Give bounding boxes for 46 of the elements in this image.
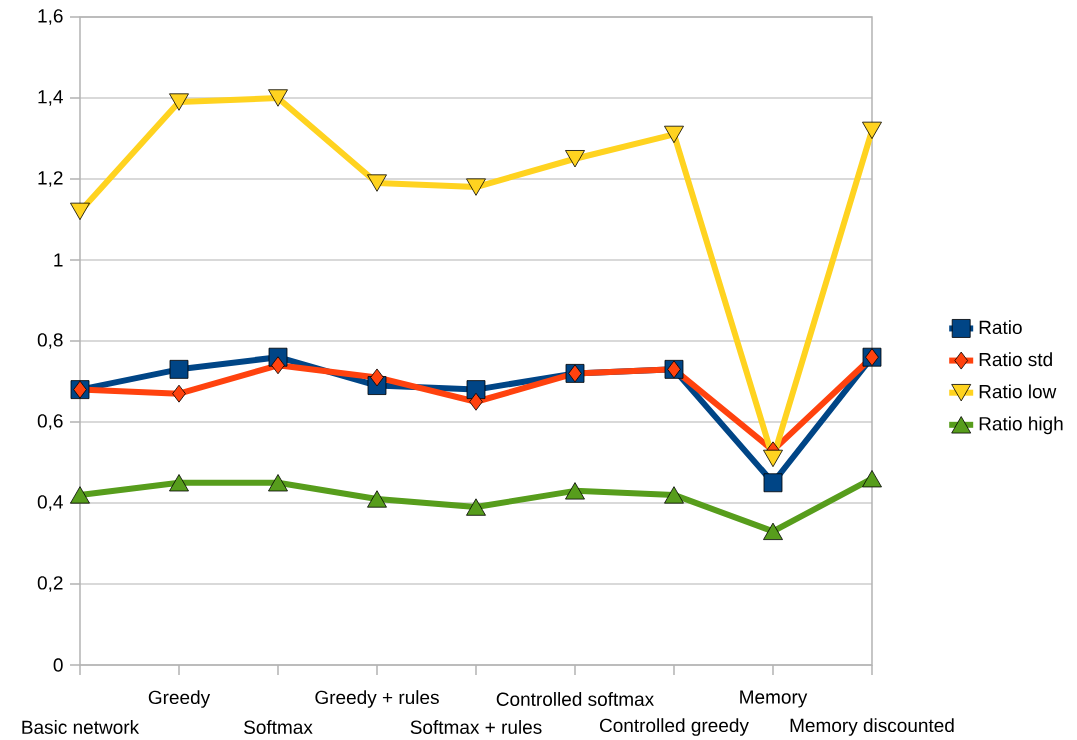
x-tick-label: Memory	[740, 690, 808, 708]
point	[862, 470, 882, 488]
y-tick-label: 1,2	[38, 171, 63, 187]
point	[664, 125, 684, 144]
point	[367, 174, 387, 192]
point	[466, 498, 486, 516]
x-tick-label: Softmax	[244, 720, 313, 734]
point	[469, 392, 483, 411]
x-tick-label: Softmax + rules	[410, 720, 542, 734]
point	[268, 474, 288, 492]
point	[862, 121, 882, 140]
x-tick-label: Basic network	[22, 720, 140, 734]
point	[367, 490, 387, 508]
point	[466, 178, 486, 196]
x-tick-label: Greedy + rules	[315, 690, 439, 708]
y-tick-label: 0,8	[37, 333, 63, 349]
point	[763, 449, 783, 468]
legend-label: Ratio low	[979, 384, 1057, 399]
point	[172, 384, 186, 403]
point	[763, 473, 783, 493]
x-tick-label: Controlled softmax	[496, 692, 654, 706]
x-tick-label: Memory discounted	[790, 718, 954, 736]
point	[268, 89, 288, 107]
y-tick-label: 1,6	[38, 9, 63, 25]
legend-label: Ratio	[979, 320, 1022, 335]
y-tick-label: 0,6	[37, 414, 63, 430]
point	[271, 356, 285, 375]
point	[565, 482, 585, 500]
point	[169, 359, 189, 379]
point	[370, 368, 384, 387]
x-tick-label: Greedy	[148, 690, 211, 708]
point	[565, 150, 585, 168]
legend-label: Ratio high	[979, 416, 1063, 435]
point	[169, 474, 189, 492]
y-tick-label: 1	[54, 253, 63, 267]
y-tick-label: 0,2	[37, 576, 63, 592]
point	[763, 522, 783, 540]
point	[664, 486, 684, 504]
point	[70, 486, 90, 504]
x-tick-label: Controlled greedy	[599, 718, 749, 736]
y-tick-label: 0	[53, 658, 63, 672]
legend-label: Ratio std	[979, 352, 1052, 367]
y-tick-label: 1,4	[38, 90, 63, 106]
point	[70, 202, 90, 221]
point	[169, 93, 189, 111]
y-tick-label: 0,4	[37, 495, 63, 511]
